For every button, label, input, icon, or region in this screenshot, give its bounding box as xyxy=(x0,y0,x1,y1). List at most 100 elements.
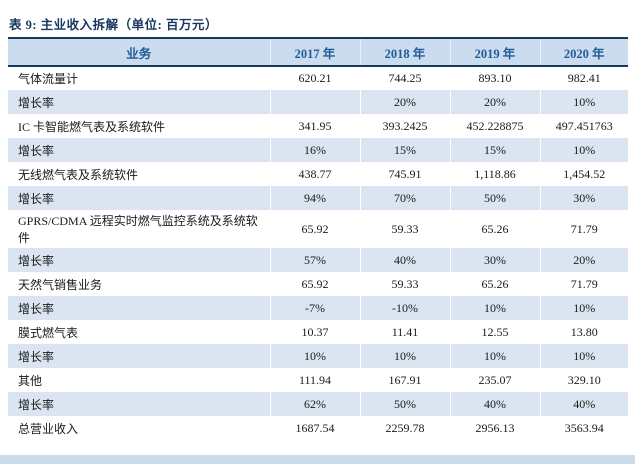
growth-rate-row: 增长率 20% 20% 10% xyxy=(8,90,628,114)
value-cell: 57% xyxy=(269,248,360,272)
value-cell: 393.2425 xyxy=(359,114,450,138)
value-cell: 50% xyxy=(359,392,450,416)
business-row: IC 卡智能燃气表及系统软件 341.95 393.2425 452.228875 49… xyxy=(8,114,628,138)
value-cell: 10.37 xyxy=(269,320,360,344)
value-cell: 1687.54 xyxy=(269,416,360,440)
value-cell: 438.77 xyxy=(269,162,360,186)
value-cell: 1,454.52 xyxy=(539,162,628,186)
value-cell: 30% xyxy=(449,248,540,272)
growth-rate-row: 增长率 10% 10% 10% 10% xyxy=(8,344,628,368)
header-2020: 2020 年 xyxy=(539,38,628,67)
value-cell: -10% xyxy=(359,296,450,320)
business-label: 增长率 xyxy=(8,248,270,272)
business-label: 增长率 xyxy=(8,138,270,162)
value-cell: 235.07 xyxy=(449,368,540,392)
value-cell: 11.41 xyxy=(359,320,450,344)
table-body: 气体流量计 620.21 744.25 893.10 982.41 增长率 20% 20% 10… xyxy=(8,66,628,440)
business-label: 增长率 xyxy=(8,186,270,210)
business-label: 总营业收入 xyxy=(18,421,79,436)
business-row: GPRS/CDMA 远程实时燃气监控系统及系统软件 65.92 59.33 65.26… xyxy=(8,210,628,248)
value-cell: 15% xyxy=(449,138,540,162)
next-section-band xyxy=(0,455,635,464)
value-cell: 893.10 xyxy=(449,66,540,90)
value-cell: 65.26 xyxy=(449,210,540,248)
growth-rate-row: 增长率 94% 70% 50% 30% xyxy=(8,186,628,210)
value-cell: 10% xyxy=(359,344,450,368)
value-cell: 20% xyxy=(539,248,628,272)
header-business: 业务 xyxy=(8,38,270,67)
value-cell: 167.91 xyxy=(359,368,450,392)
value-cell: 94% xyxy=(269,186,360,210)
value-cell: 620.21 xyxy=(269,66,360,90)
value-cell: 10% xyxy=(449,296,540,320)
value-cell: 10% xyxy=(269,344,360,368)
value-cell: 70% xyxy=(359,186,450,210)
business-label: 增长率 xyxy=(8,90,270,114)
value-cell: 65.92 xyxy=(269,272,360,296)
value-cell: 10% xyxy=(539,90,628,114)
value-cell xyxy=(269,90,360,114)
business-label: 气体流量计 xyxy=(18,72,79,86)
value-cell: 10% xyxy=(539,344,628,368)
value-cell: 20% xyxy=(359,90,450,114)
growth-rate-row: 增长率 62% 50% 40% 40% xyxy=(8,392,628,416)
value-cell: 65.26 xyxy=(449,272,540,296)
value-cell: 452.228875 xyxy=(449,114,540,138)
header-row: 业务 2017 年 2018 年 2019 年 2020 年 xyxy=(8,38,628,67)
business-row: 无线燃气表及系统软件 438.77 745.91 1,118.86 1,454.52 xyxy=(8,162,628,186)
report-page: 表 9: 主业收入拆解（单位: 百万元） 业务 2017 年 2018 年 20… xyxy=(8,18,628,440)
growth-rate-row: 增长率 57% 40% 30% 20% xyxy=(8,248,628,272)
revenue-breakdown-table: 业务 2017 年 2018 年 2019 年 2020 年 气体流量计 620.… xyxy=(8,37,628,440)
business-row: 其他 111.94 167.91 235.07 329.10 xyxy=(8,368,628,392)
value-cell: 10% xyxy=(539,138,628,162)
value-cell: 71.79 xyxy=(539,272,628,296)
value-cell: 982.41 xyxy=(539,66,628,90)
business-row: 膜式燃气表 10.37 11.41 12.55 13.80 xyxy=(8,320,628,344)
value-cell: 2259.78 xyxy=(359,416,450,440)
table-caption: 表 9: 主业收入拆解（单位: 百万元） xyxy=(9,18,218,32)
table-header: 业务 2017 年 2018 年 2019 年 2020 年 xyxy=(8,38,628,67)
value-cell: 497.451763 xyxy=(539,114,628,138)
value-cell: 20% xyxy=(449,90,540,114)
value-cell: 745.91 xyxy=(359,162,450,186)
value-cell: 10% xyxy=(449,344,540,368)
business-label: IC 卡智能燃气表及系统软件 xyxy=(18,119,166,134)
value-cell: 10% xyxy=(539,296,628,320)
value-cell: 59.33 xyxy=(359,272,450,296)
growth-rate-row: 增长率 16% 15% 15% 10% xyxy=(8,138,628,162)
value-cell: 1,118.86 xyxy=(449,162,540,186)
value-cell: 111.94 xyxy=(269,368,360,392)
value-cell: 329.10 xyxy=(539,368,628,392)
value-cell: 15% xyxy=(359,138,450,162)
business-label: 增长率 xyxy=(8,344,270,368)
growth-rate-row: 增长率 -7% -10% 10% 10% xyxy=(8,296,628,320)
value-cell: 341.95 xyxy=(269,114,360,138)
value-cell: 12.55 xyxy=(449,320,540,344)
business-label: GPRS/CDMA 远程实时燃气监控系统及系统软件 xyxy=(18,214,258,245)
value-cell: -7% xyxy=(269,296,360,320)
business-row: 气体流量计 620.21 744.25 893.10 982.41 xyxy=(8,66,628,90)
value-cell: 40% xyxy=(449,392,540,416)
business-label: 天然气销售业务 xyxy=(18,277,103,292)
business-label: 增长率 xyxy=(8,296,270,320)
business-label: 增长率 xyxy=(8,392,270,416)
business-label: 无线燃气表及系统软件 xyxy=(18,167,139,182)
value-cell: 30% xyxy=(539,186,628,210)
business-label: 膜式燃气表 xyxy=(18,325,79,340)
value-cell: 13.80 xyxy=(539,320,628,344)
value-cell: 3563.94 xyxy=(539,416,628,440)
business-label: 其他 xyxy=(18,373,43,388)
header-2017: 2017 年 xyxy=(269,38,360,67)
header-2019: 2019 年 xyxy=(449,38,540,67)
value-cell: 71.79 xyxy=(539,210,628,248)
value-cell: 2956.13 xyxy=(449,416,540,440)
header-2018: 2018 年 xyxy=(359,38,450,67)
value-cell: 16% xyxy=(269,138,360,162)
value-cell: 59.33 xyxy=(359,210,450,248)
value-cell: 40% xyxy=(359,248,450,272)
value-cell: 62% xyxy=(269,392,360,416)
value-cell: 65.92 xyxy=(269,210,360,248)
value-cell: 744.25 xyxy=(359,66,450,90)
business-row: 总营业收入 1687.54 2259.78 2956.13 3563.94 xyxy=(8,416,628,440)
value-cell: 40% xyxy=(539,392,628,416)
